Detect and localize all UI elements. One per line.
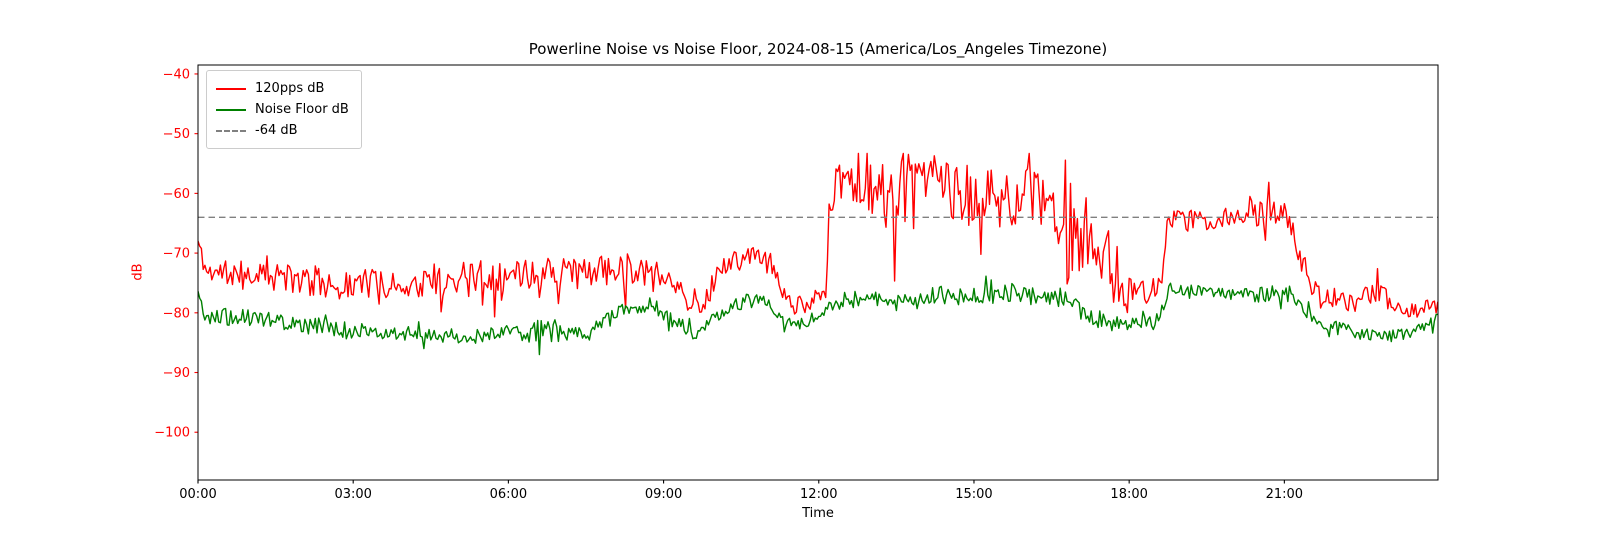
y-tick-label: −80 xyxy=(163,306,190,321)
chart-title: Powerline Noise vs Noise Floor, 2024-08-… xyxy=(528,40,1108,58)
legend: 120pps dB Noise Floor dB -64 dB xyxy=(206,70,362,149)
y-tick-label: −100 xyxy=(154,426,190,441)
x-tick-label: 12:00 xyxy=(800,487,837,502)
x-tick-label: 00:00 xyxy=(179,487,216,502)
axes-frame xyxy=(197,64,1439,481)
x-axis-label: Time xyxy=(802,506,834,521)
y-tick-label: −90 xyxy=(163,366,190,381)
x-tick-label: 21:00 xyxy=(1266,487,1303,502)
x-tick-label: 03:00 xyxy=(334,487,371,502)
series-line-noise-floor xyxy=(198,275,1438,356)
dashed-line-sample-icon xyxy=(216,129,246,132)
x-tick-label: 06:00 xyxy=(490,487,527,502)
y-tick-label: −70 xyxy=(163,247,190,262)
y-tick-label: −40 xyxy=(163,67,190,82)
x-tick-label: 15:00 xyxy=(955,487,992,502)
red-line-sample-icon xyxy=(216,87,246,90)
legend-item-threshold: -64 dB xyxy=(216,120,349,141)
green-line-sample-icon xyxy=(216,108,246,111)
x-tick-label: 18:00 xyxy=(1110,487,1147,502)
legend-label-threshold: -64 dB xyxy=(255,123,298,138)
y-tick-label: −50 xyxy=(163,127,190,142)
legend-label-120pps: 120pps dB xyxy=(255,81,325,96)
legend-label-noise-floor: Noise Floor dB xyxy=(255,102,349,117)
legend-item-120pps: 120pps dB xyxy=(216,78,349,99)
legend-item-noise-floor: Noise Floor dB xyxy=(216,99,349,120)
y-tick-label: −60 xyxy=(163,187,190,202)
series-line-120pps xyxy=(198,152,1438,318)
y-axis-label: dB xyxy=(130,263,146,281)
x-tick-label: 09:00 xyxy=(645,487,682,502)
